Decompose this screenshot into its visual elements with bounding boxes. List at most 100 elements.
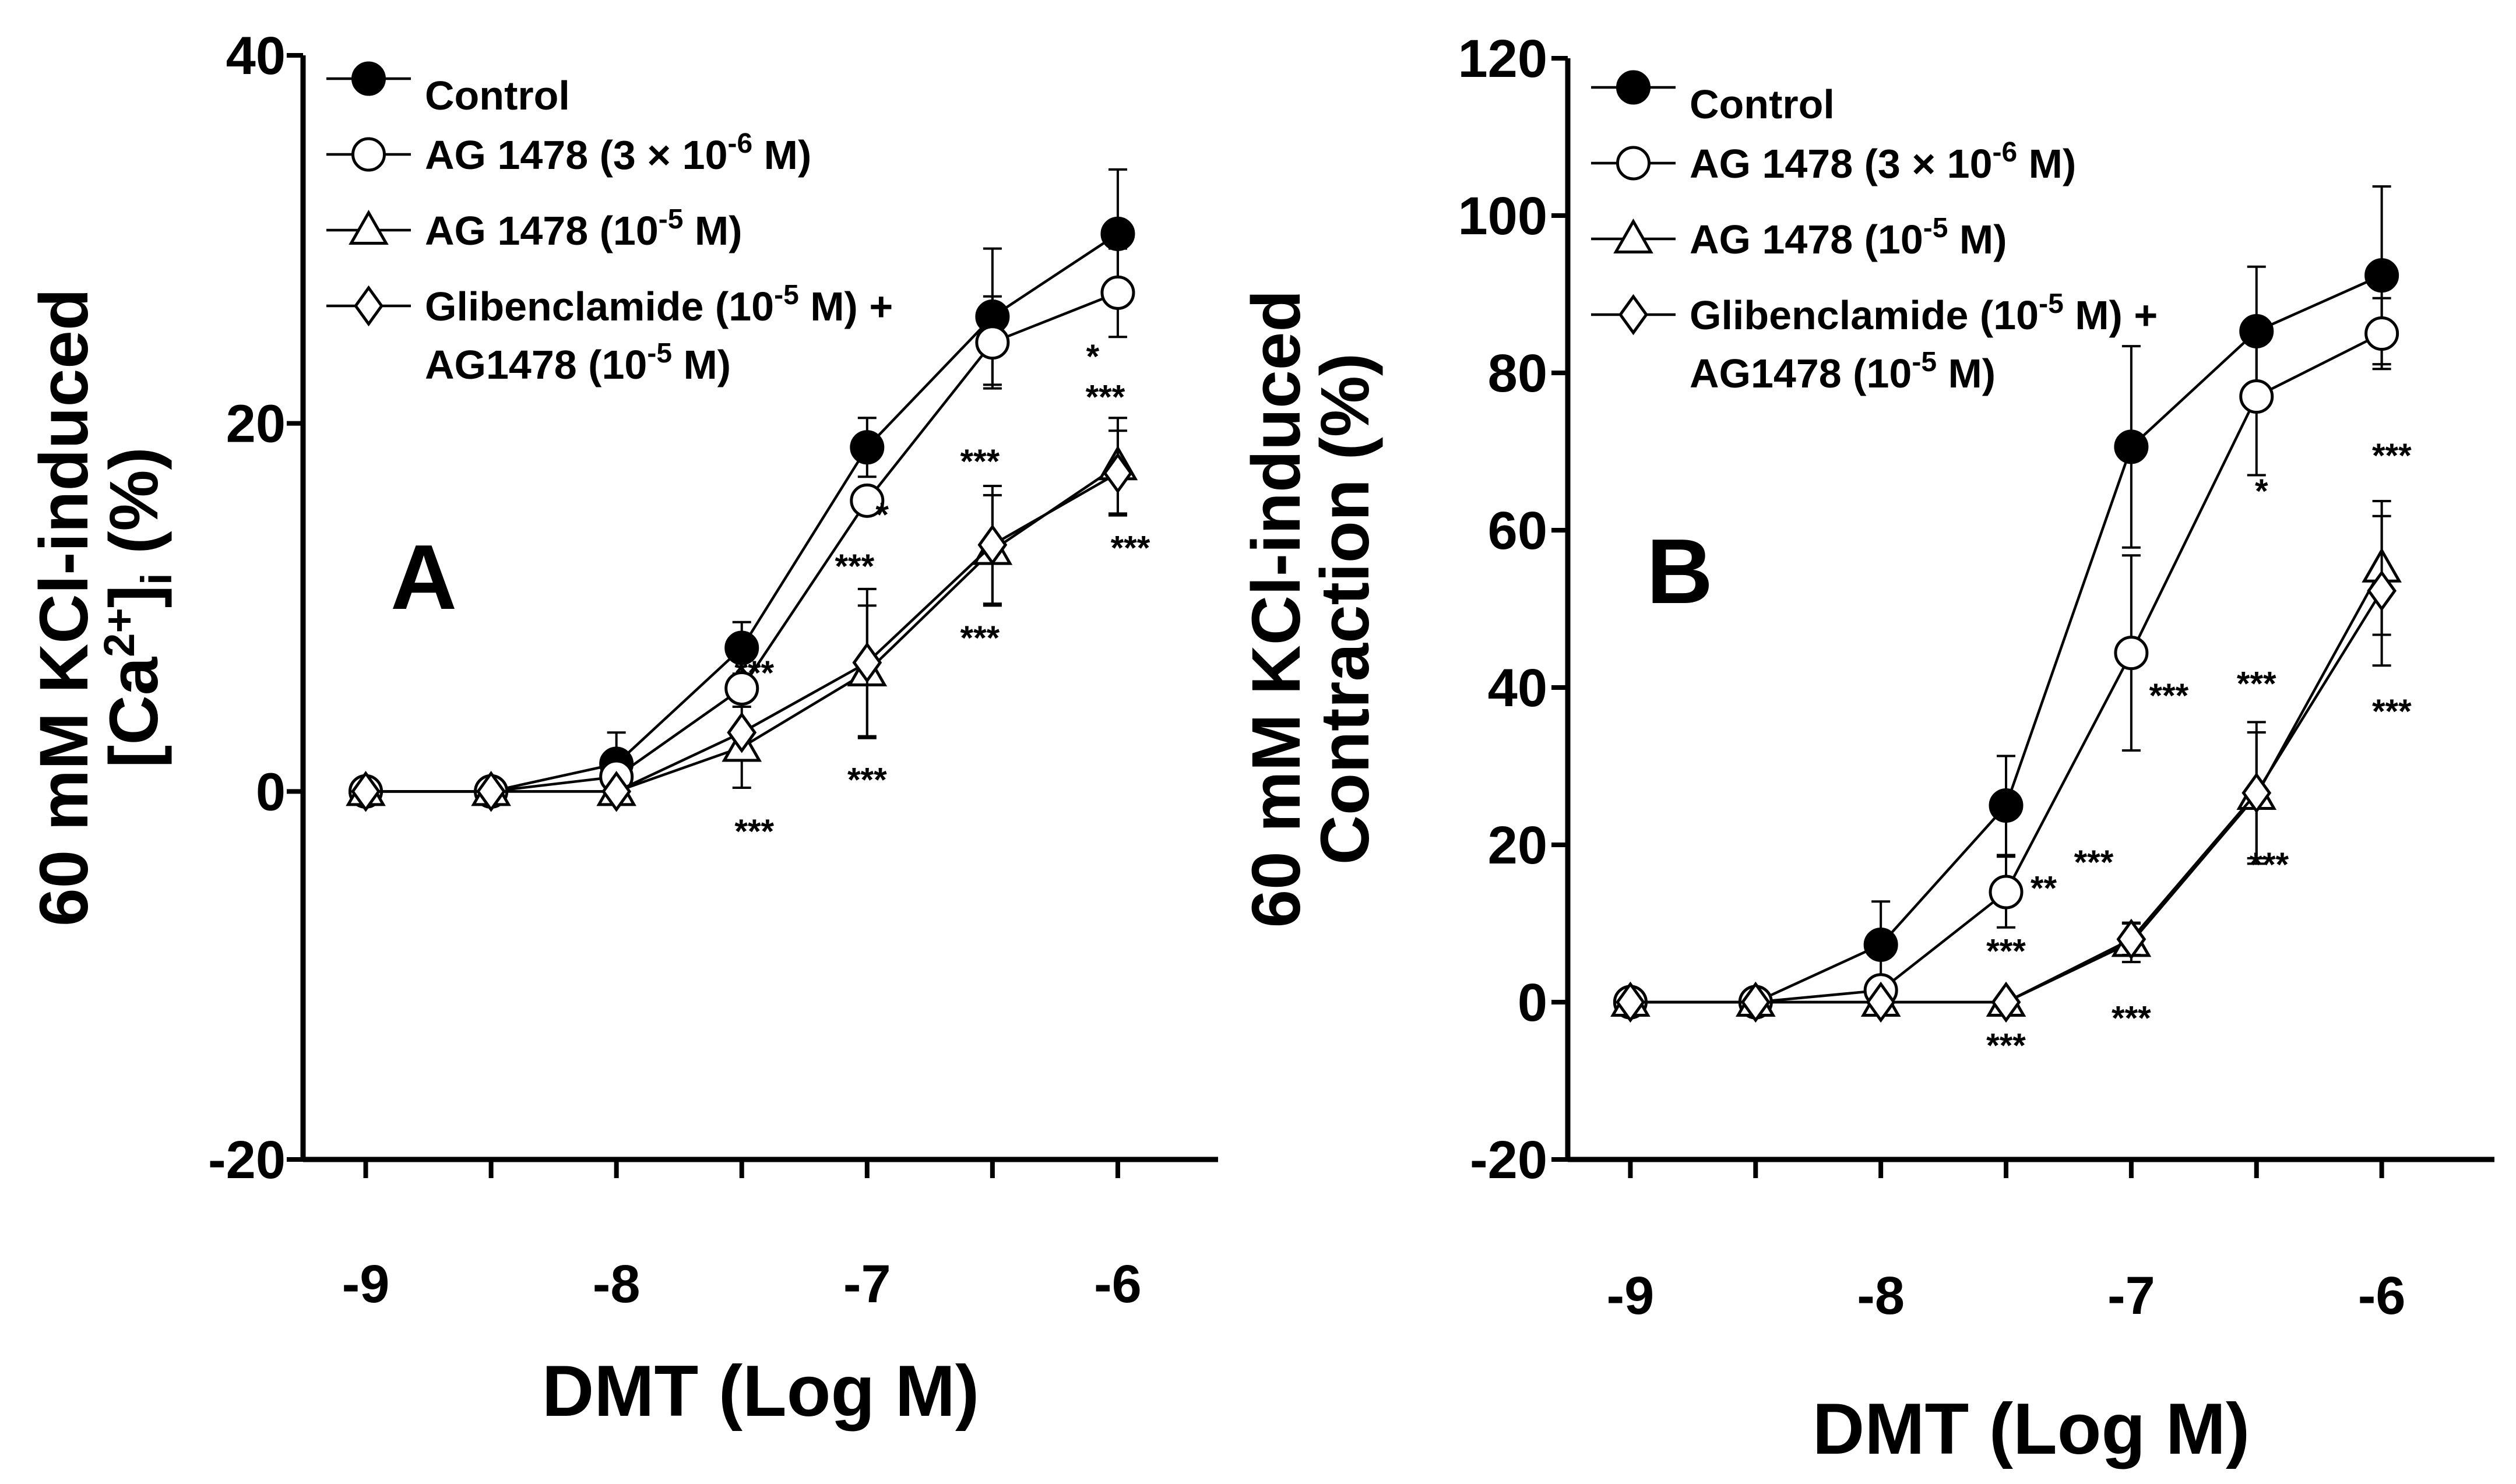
legend-marker <box>351 137 386 172</box>
superscript: -6 <box>1993 137 2018 168</box>
data-point <box>1863 927 1898 962</box>
data-point <box>1991 981 2021 1023</box>
x-axis-label: DMT (Log M) <box>1813 1389 2250 1469</box>
legend-label: AG 1478 (10-5 M) <box>1690 213 2007 262</box>
y-tick-label: 100 <box>1458 186 1548 246</box>
legend-marker <box>351 61 386 96</box>
label-part: Glibenclamide (10 <box>1690 292 2039 338</box>
series-3 <box>351 429 1133 812</box>
significance-marker: ** <box>2031 870 2057 908</box>
significance-marker: *** <box>835 548 874 586</box>
label-part: M) <box>672 342 731 387</box>
legend-label: AG 1478 (3 × 10-6 M) <box>425 128 811 178</box>
legend-entry: Control <box>326 61 570 118</box>
significance-marker: *** <box>960 443 1000 481</box>
x-tick-label: -7 <box>2107 1266 2155 1326</box>
y-label-line-2: Contraction (%) <box>1307 353 1384 865</box>
y-label-subscript: i <box>132 573 181 585</box>
panel-letter: A <box>390 526 457 629</box>
y-tick-label: 20 <box>1488 816 1547 875</box>
data-point <box>975 325 1010 360</box>
data-point <box>2364 316 2399 351</box>
significance-marker: *** <box>2372 693 2412 731</box>
data-point <box>601 771 632 812</box>
superscript: -5 <box>1912 347 1937 378</box>
data-point <box>2364 258 2399 293</box>
legend: Control AG 1478 (3 × 10-6 M) AG 1478 (10-5… <box>1591 70 2158 396</box>
data-point <box>2239 379 2274 414</box>
legend-label: Glibenclamide (10-5 M) + <box>1690 288 2158 338</box>
x-axis-label: DMT (Log M) <box>542 1351 980 1432</box>
x-tick-label: -8 <box>593 1254 641 1314</box>
data-point <box>1989 875 2024 910</box>
label-part: Control <box>1690 82 1835 127</box>
legend-label-line-2: AG1478 (10-5 M) <box>1690 347 1996 396</box>
y-tick-label: 40 <box>1488 658 1547 718</box>
label-part: M) + <box>799 284 893 329</box>
superscript: -5 <box>1923 213 1948 244</box>
y-label-part: [Ca <box>96 656 173 768</box>
data-point <box>1616 981 1645 1023</box>
y-tick-label: 60 <box>1488 501 1547 561</box>
legend-label: Control <box>425 73 570 118</box>
superscript: -5 <box>647 338 672 369</box>
data-point <box>2367 570 2397 612</box>
significance-marker: *** <box>1111 529 1150 567</box>
label-part: M) + <box>2064 292 2158 338</box>
y-tick-label: 0 <box>256 762 286 822</box>
data-point <box>850 483 885 518</box>
significance-marker: * <box>1086 338 1100 376</box>
label-part: M) <box>1948 217 2007 262</box>
y-tick-label: -20 <box>1470 1130 1547 1190</box>
y-axis-label: 60 mM KCl-induced[Ca2+]i (%) <box>26 288 181 926</box>
panel-a: -20 0 20 40 -9 -8 -7 -6 DMT (Log M) 60 mM KCl-ind… <box>26 26 1218 1432</box>
y-label-part: (%) <box>96 447 173 573</box>
label-part: Glibenclamide (10 <box>425 284 774 329</box>
data-point <box>727 711 757 753</box>
significance-marker: * <box>875 496 889 534</box>
legend-label: AG 1478 (3 × 10-6 M) <box>1690 137 2076 186</box>
legend-marker <box>354 285 383 327</box>
legend-entry: AG 1478 (3 × 10-6 M) <box>326 128 811 178</box>
legend-label: Glibenclamide (10-5 M) + <box>425 280 893 329</box>
data-point <box>1989 788 2024 823</box>
legend-marker <box>1616 146 1651 181</box>
x-tick-label: -9 <box>342 1254 390 1314</box>
superscript: -5 <box>774 280 799 311</box>
legend-entry: AG 1478 (10-5 M) <box>326 204 743 253</box>
label-part: AG 1478 (3 × 10 <box>425 132 728 178</box>
significance-marker: *** <box>2074 844 2114 882</box>
y-label-line-1: 60 mM KCl-induced <box>1238 290 1315 928</box>
superscript: -6 <box>728 128 753 159</box>
panel-b: -20 0 20 40 60 80 100 120 -9 -8 -7 -6 DMT (Log M) 60 … <box>1238 29 2494 1469</box>
y-tick-label: 20 <box>226 394 286 454</box>
significance-marker: *** <box>1086 378 1125 416</box>
label-part: M) <box>683 208 742 253</box>
significance-marker: *** <box>960 619 1000 657</box>
x-tick-label: -6 <box>2358 1266 2406 1326</box>
legend-marker <box>1618 294 1648 336</box>
data-point <box>1100 275 1135 310</box>
significance-marker: *** <box>1986 1027 2026 1065</box>
y-axis-label: 60 mM KCl-inducedContraction (%) <box>1238 290 1384 928</box>
significance-marker: *** <box>2237 665 2276 703</box>
label-part: AG1478 (10 <box>425 342 647 387</box>
label-part: AG1478 (10 <box>1690 351 1912 396</box>
x-tick-label: -6 <box>1094 1254 1142 1314</box>
data-point <box>1866 981 1896 1023</box>
data-point <box>2241 772 2272 814</box>
label-part: M) <box>1937 351 1996 396</box>
data-point <box>1100 216 1135 251</box>
legend-label: Control <box>1690 82 1835 127</box>
data-point <box>1740 981 1771 1023</box>
significance-marker: *** <box>2372 437 2412 475</box>
significance-marker: *** <box>2249 846 2289 884</box>
significance-marker: *** <box>734 654 774 692</box>
significance-marker: *** <box>847 761 887 799</box>
y-tick-label: 120 <box>1458 29 1548 89</box>
data-point <box>2114 636 2149 671</box>
data-point <box>724 671 759 706</box>
y-tick-label: 40 <box>226 26 286 86</box>
x-tick-label: -7 <box>843 1254 891 1314</box>
